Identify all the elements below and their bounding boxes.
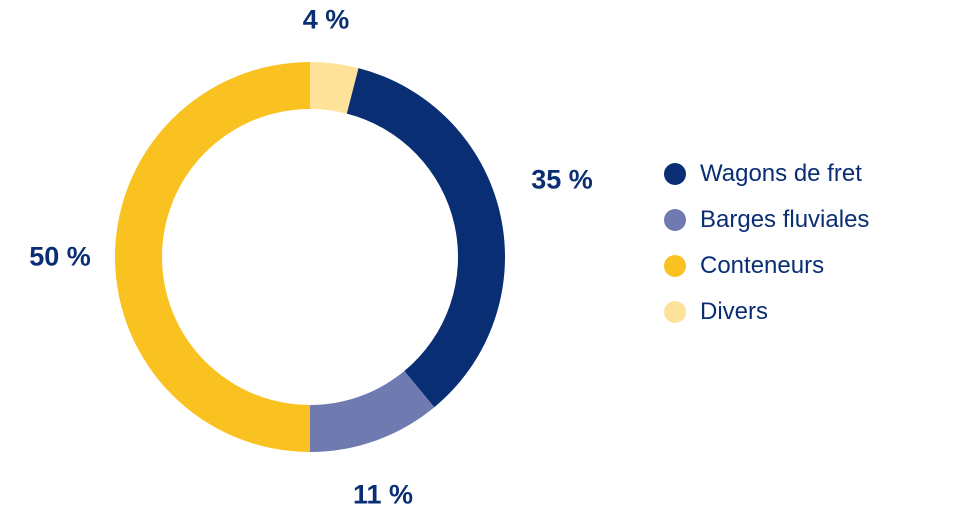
legend-swatch <box>664 163 686 185</box>
slice-conteneurs <box>115 62 310 452</box>
legend-swatch <box>664 255 686 277</box>
slice-label-divers: 4 % <box>303 5 350 36</box>
legend-swatch <box>664 209 686 231</box>
legend-swatch <box>664 301 686 323</box>
legend-item: Barges fluviales <box>664 206 869 234</box>
legend-label: Wagons de fret <box>700 160 862 188</box>
slice-label-barges: 11 % <box>353 480 413 511</box>
slice-wagons <box>347 68 505 407</box>
legend-label: Conteneurs <box>700 252 824 280</box>
slice-label-wagons: 35 % <box>531 165 593 196</box>
legend: Wagons de fret Barges fluviales Conteneurs… <box>664 160 869 344</box>
legend-label: Divers <box>700 298 768 326</box>
legend-item: Conteneurs <box>664 252 869 280</box>
legend-label: Barges fluviales <box>700 206 869 234</box>
slice-label-conteneurs: 50 % <box>29 242 91 273</box>
legend-item: Wagons de fret <box>664 160 869 188</box>
legend-item: Divers <box>664 298 869 326</box>
